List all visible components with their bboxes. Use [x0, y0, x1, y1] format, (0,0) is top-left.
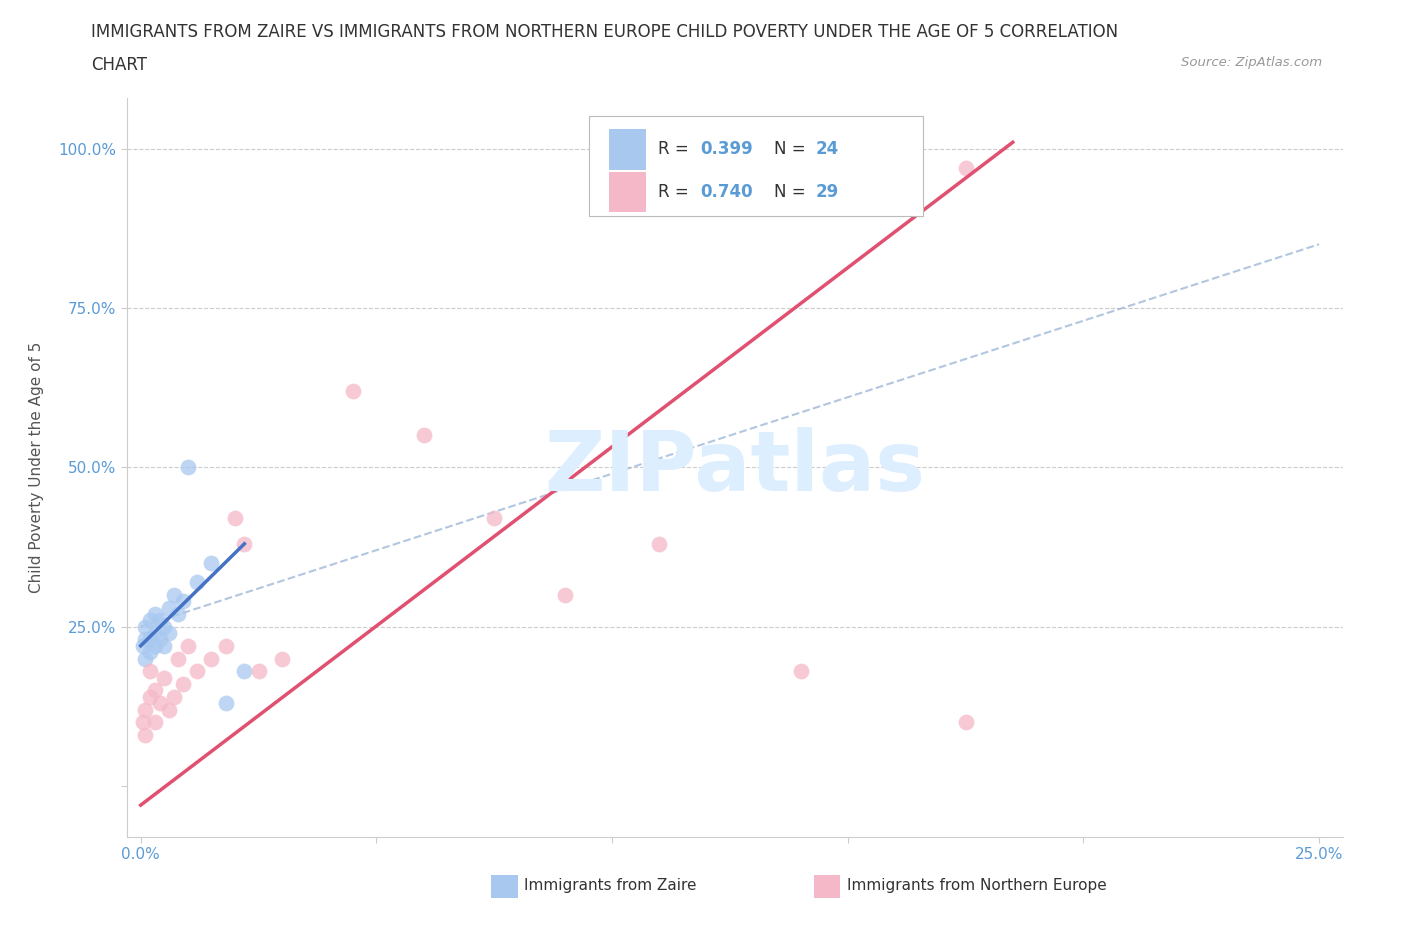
- Point: [153, 619, 176, 634]
- Point: [789, 664, 811, 679]
- Point: [172, 593, 194, 608]
- Point: [177, 460, 200, 475]
- Point: [132, 638, 155, 653]
- Point: [157, 600, 180, 615]
- Point: [139, 632, 162, 647]
- Point: [224, 511, 246, 525]
- Point: [247, 664, 270, 679]
- Point: [143, 638, 166, 653]
- Text: R =: R =: [658, 183, 695, 201]
- Text: Immigrants from Northern Europe: Immigrants from Northern Europe: [846, 878, 1107, 893]
- Point: [134, 727, 156, 742]
- Text: 24: 24: [815, 140, 839, 158]
- Point: [134, 619, 156, 634]
- Text: ZIPatlas: ZIPatlas: [544, 427, 925, 508]
- FancyBboxPatch shape: [609, 171, 645, 212]
- Point: [163, 689, 186, 704]
- Point: [143, 606, 166, 621]
- Point: [139, 664, 162, 679]
- Text: 0.399: 0.399: [700, 140, 754, 158]
- Text: Source: ZipAtlas.com: Source: ZipAtlas.com: [1181, 56, 1322, 69]
- Point: [233, 664, 256, 679]
- Point: [186, 664, 208, 679]
- Text: CHART: CHART: [91, 56, 148, 73]
- Point: [955, 715, 977, 730]
- Text: Immigrants from Zaire: Immigrants from Zaire: [524, 878, 697, 893]
- Point: [134, 632, 156, 647]
- Point: [412, 428, 434, 443]
- Point: [139, 613, 162, 628]
- Text: 0.740: 0.740: [700, 183, 754, 201]
- Point: [153, 671, 176, 685]
- Text: R =: R =: [658, 140, 695, 158]
- Point: [153, 638, 176, 653]
- Point: [233, 537, 256, 551]
- Point: [342, 383, 364, 398]
- Point: [214, 696, 236, 711]
- Point: [148, 632, 170, 647]
- Point: [132, 715, 155, 730]
- Point: [648, 537, 671, 551]
- Point: [134, 702, 156, 717]
- Text: N =: N =: [773, 183, 810, 201]
- Point: [157, 702, 180, 717]
- Point: [186, 575, 208, 590]
- Point: [177, 638, 200, 653]
- Point: [143, 626, 166, 641]
- Point: [172, 677, 194, 692]
- Point: [271, 651, 294, 666]
- Point: [148, 696, 170, 711]
- Point: [163, 588, 186, 603]
- Point: [157, 626, 180, 641]
- Point: [139, 644, 162, 659]
- Point: [955, 160, 977, 175]
- Point: [167, 651, 190, 666]
- FancyBboxPatch shape: [609, 129, 645, 170]
- FancyBboxPatch shape: [589, 116, 924, 216]
- FancyBboxPatch shape: [492, 875, 519, 898]
- Text: N =: N =: [773, 140, 810, 158]
- Point: [134, 651, 156, 666]
- Point: [139, 689, 162, 704]
- Y-axis label: Child Poverty Under the Age of 5: Child Poverty Under the Age of 5: [30, 341, 44, 593]
- Point: [484, 511, 506, 525]
- Text: IMMIGRANTS FROM ZAIRE VS IMMIGRANTS FROM NORTHERN EUROPE CHILD POVERTY UNDER THE: IMMIGRANTS FROM ZAIRE VS IMMIGRANTS FROM…: [91, 23, 1119, 41]
- Point: [143, 715, 166, 730]
- Point: [148, 613, 170, 628]
- Point: [143, 683, 166, 698]
- FancyBboxPatch shape: [814, 875, 841, 898]
- Point: [214, 638, 236, 653]
- Point: [167, 606, 190, 621]
- Point: [200, 555, 222, 570]
- Text: 29: 29: [815, 183, 839, 201]
- Point: [554, 588, 576, 603]
- Point: [200, 651, 222, 666]
